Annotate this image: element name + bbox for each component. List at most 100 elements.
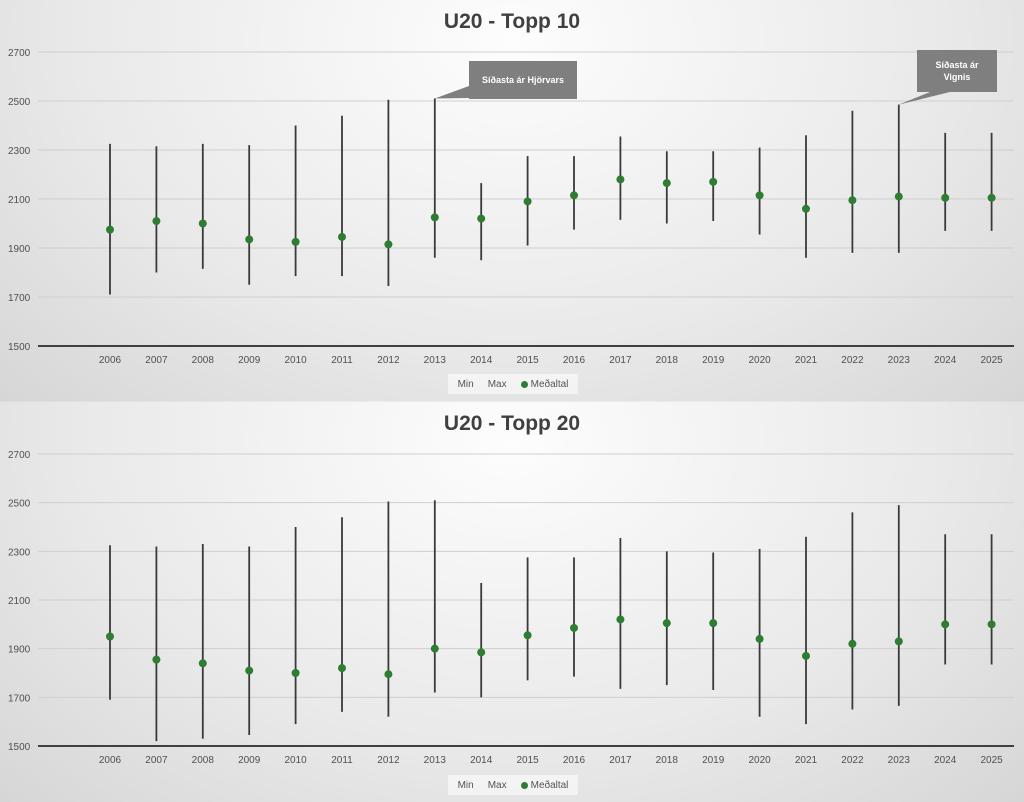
x-tick-label: 2017: [609, 755, 632, 766]
x-tick-label: 2014: [470, 755, 493, 766]
y-tick-label: 1500: [8, 742, 31, 753]
x-tick-label: 2013: [424, 355, 447, 366]
y-tick-label: 2300: [8, 146, 31, 157]
mean-point: [941, 193, 950, 202]
x-tick-label: 2015: [516, 755, 539, 766]
mean-point: [941, 620, 950, 629]
legend: Min Max Meðaltal: [448, 374, 578, 394]
mean-point: [338, 664, 346, 673]
x-tick-label: 2024: [934, 755, 957, 766]
y-tick-label: 1700: [8, 693, 31, 704]
legend-item-max: Max: [487, 378, 507, 390]
chart-title: U20 - Topp 10: [443, 10, 581, 33]
x-tick-label: 2020: [748, 355, 771, 366]
mean-point: [570, 623, 578, 632]
legend-dot-icon: [520, 380, 528, 388]
x-tick-label: 2017: [609, 355, 632, 366]
x-tick-label: 2022: [841, 355, 864, 366]
legend-item-max: Max: [487, 779, 507, 791]
mean-point: [384, 240, 393, 249]
mean-point: [709, 619, 718, 628]
annotation-callout: Síðasta ár Vignis: [917, 50, 997, 92]
chart-title: U20 - Topp 20: [443, 412, 581, 435]
mean-point: [198, 659, 207, 668]
y-tick-label: 2300: [8, 547, 31, 558]
y-tick-label: 2100: [8, 195, 31, 206]
mean-point: [477, 648, 486, 657]
x-tick-label: 2021: [795, 755, 818, 766]
y-tick-label: 2700: [8, 48, 31, 59]
mean-point: [616, 175, 625, 184]
x-tick-label: 2019: [702, 755, 725, 766]
legend-item-min: Min: [457, 779, 474, 791]
mean-point: [245, 235, 254, 244]
mean-point: [570, 191, 578, 200]
x-tick-label: 2021: [795, 355, 818, 366]
mean-point: [987, 620, 996, 629]
x-tick-label: 2022: [841, 755, 864, 766]
y-tick-label: 2500: [8, 97, 31, 108]
callout-pointer: [898, 92, 950, 105]
x-tick-label: 2019: [702, 355, 725, 366]
mean-point: [523, 631, 532, 640]
mean-point: [245, 666, 254, 675]
mean-point: [152, 655, 161, 664]
mean-point: [802, 651, 810, 660]
mean-point: [755, 634, 764, 643]
x-tick-label: 2025: [980, 755, 1003, 766]
y-tick-label: 2100: [8, 596, 31, 607]
x-tick-label: 2008: [192, 755, 215, 766]
y-tick-label: 1500: [8, 342, 31, 353]
x-tick-label: 2008: [192, 355, 215, 366]
x-tick-label: 2012: [377, 755, 400, 766]
x-tick-label: 2009: [238, 355, 261, 366]
mean-point: [709, 177, 718, 186]
x-tick-label: 2010: [284, 355, 307, 366]
x-tick-label: 2016: [563, 755, 586, 766]
mean-point: [430, 213, 439, 222]
mean-point: [848, 196, 857, 205]
mean-point: [291, 669, 300, 677]
x-tick-label: 2013: [424, 755, 447, 766]
x-tick-label: 2014: [470, 355, 493, 366]
legend-dot-icon: [520, 781, 528, 789]
mean-point: [894, 192, 903, 201]
mean-point: [106, 632, 114, 641]
y-tick-label: 1900: [8, 244, 31, 255]
x-tick-label: 2010: [284, 755, 307, 766]
x-tick-label: 2007: [145, 355, 168, 366]
chart-panel-top-20: U20 - Topp 20 1500 1700 1900 2100 2300 2500 27…: [0, 402, 1024, 802]
x-tick-label: 2016: [563, 355, 586, 366]
mean-point: [430, 644, 439, 653]
mean-point: [338, 232, 346, 241]
legend: Min Max Meðaltal: [448, 775, 578, 795]
mean-point: [106, 225, 114, 234]
x-tick-label: 2018: [656, 355, 679, 366]
y-tick-label: 1700: [8, 293, 31, 304]
annotation-callout: Síðasta ár Hjörvars: [469, 61, 577, 99]
mean-point: [848, 639, 857, 648]
x-tick-label: 2011: [331, 355, 353, 366]
mean-point: [198, 219, 207, 228]
legend-item-mean: Meðaltal: [520, 780, 568, 791]
mean-point: [616, 615, 625, 624]
mean-point: [987, 193, 996, 202]
x-tick-label: 2020: [748, 755, 771, 766]
callout-pointer: [434, 86, 469, 99]
x-tick-label: 2023: [888, 355, 911, 366]
mean-point: [523, 197, 532, 206]
mean-point: [662, 179, 671, 188]
x-tick-label: 2025: [980, 355, 1003, 366]
x-tick-label: 2011: [331, 755, 353, 766]
x-tick-label: 2018: [656, 755, 679, 766]
y-tick-label: 2700: [8, 450, 31, 461]
mean-point: [802, 204, 810, 213]
mean-point: [894, 637, 903, 646]
mean-point: [291, 237, 300, 246]
x-tick-label: 2009: [238, 755, 261, 766]
x-tick-label: 2024: [934, 355, 957, 366]
mean-point: [384, 670, 393, 679]
mean-point: [477, 214, 486, 223]
x-tick-label: 2006: [99, 755, 122, 766]
chart-panel-top-10: U20 - Topp 10 1500 1700 1900 2100 2300 2500 27…: [0, 0, 1024, 401]
